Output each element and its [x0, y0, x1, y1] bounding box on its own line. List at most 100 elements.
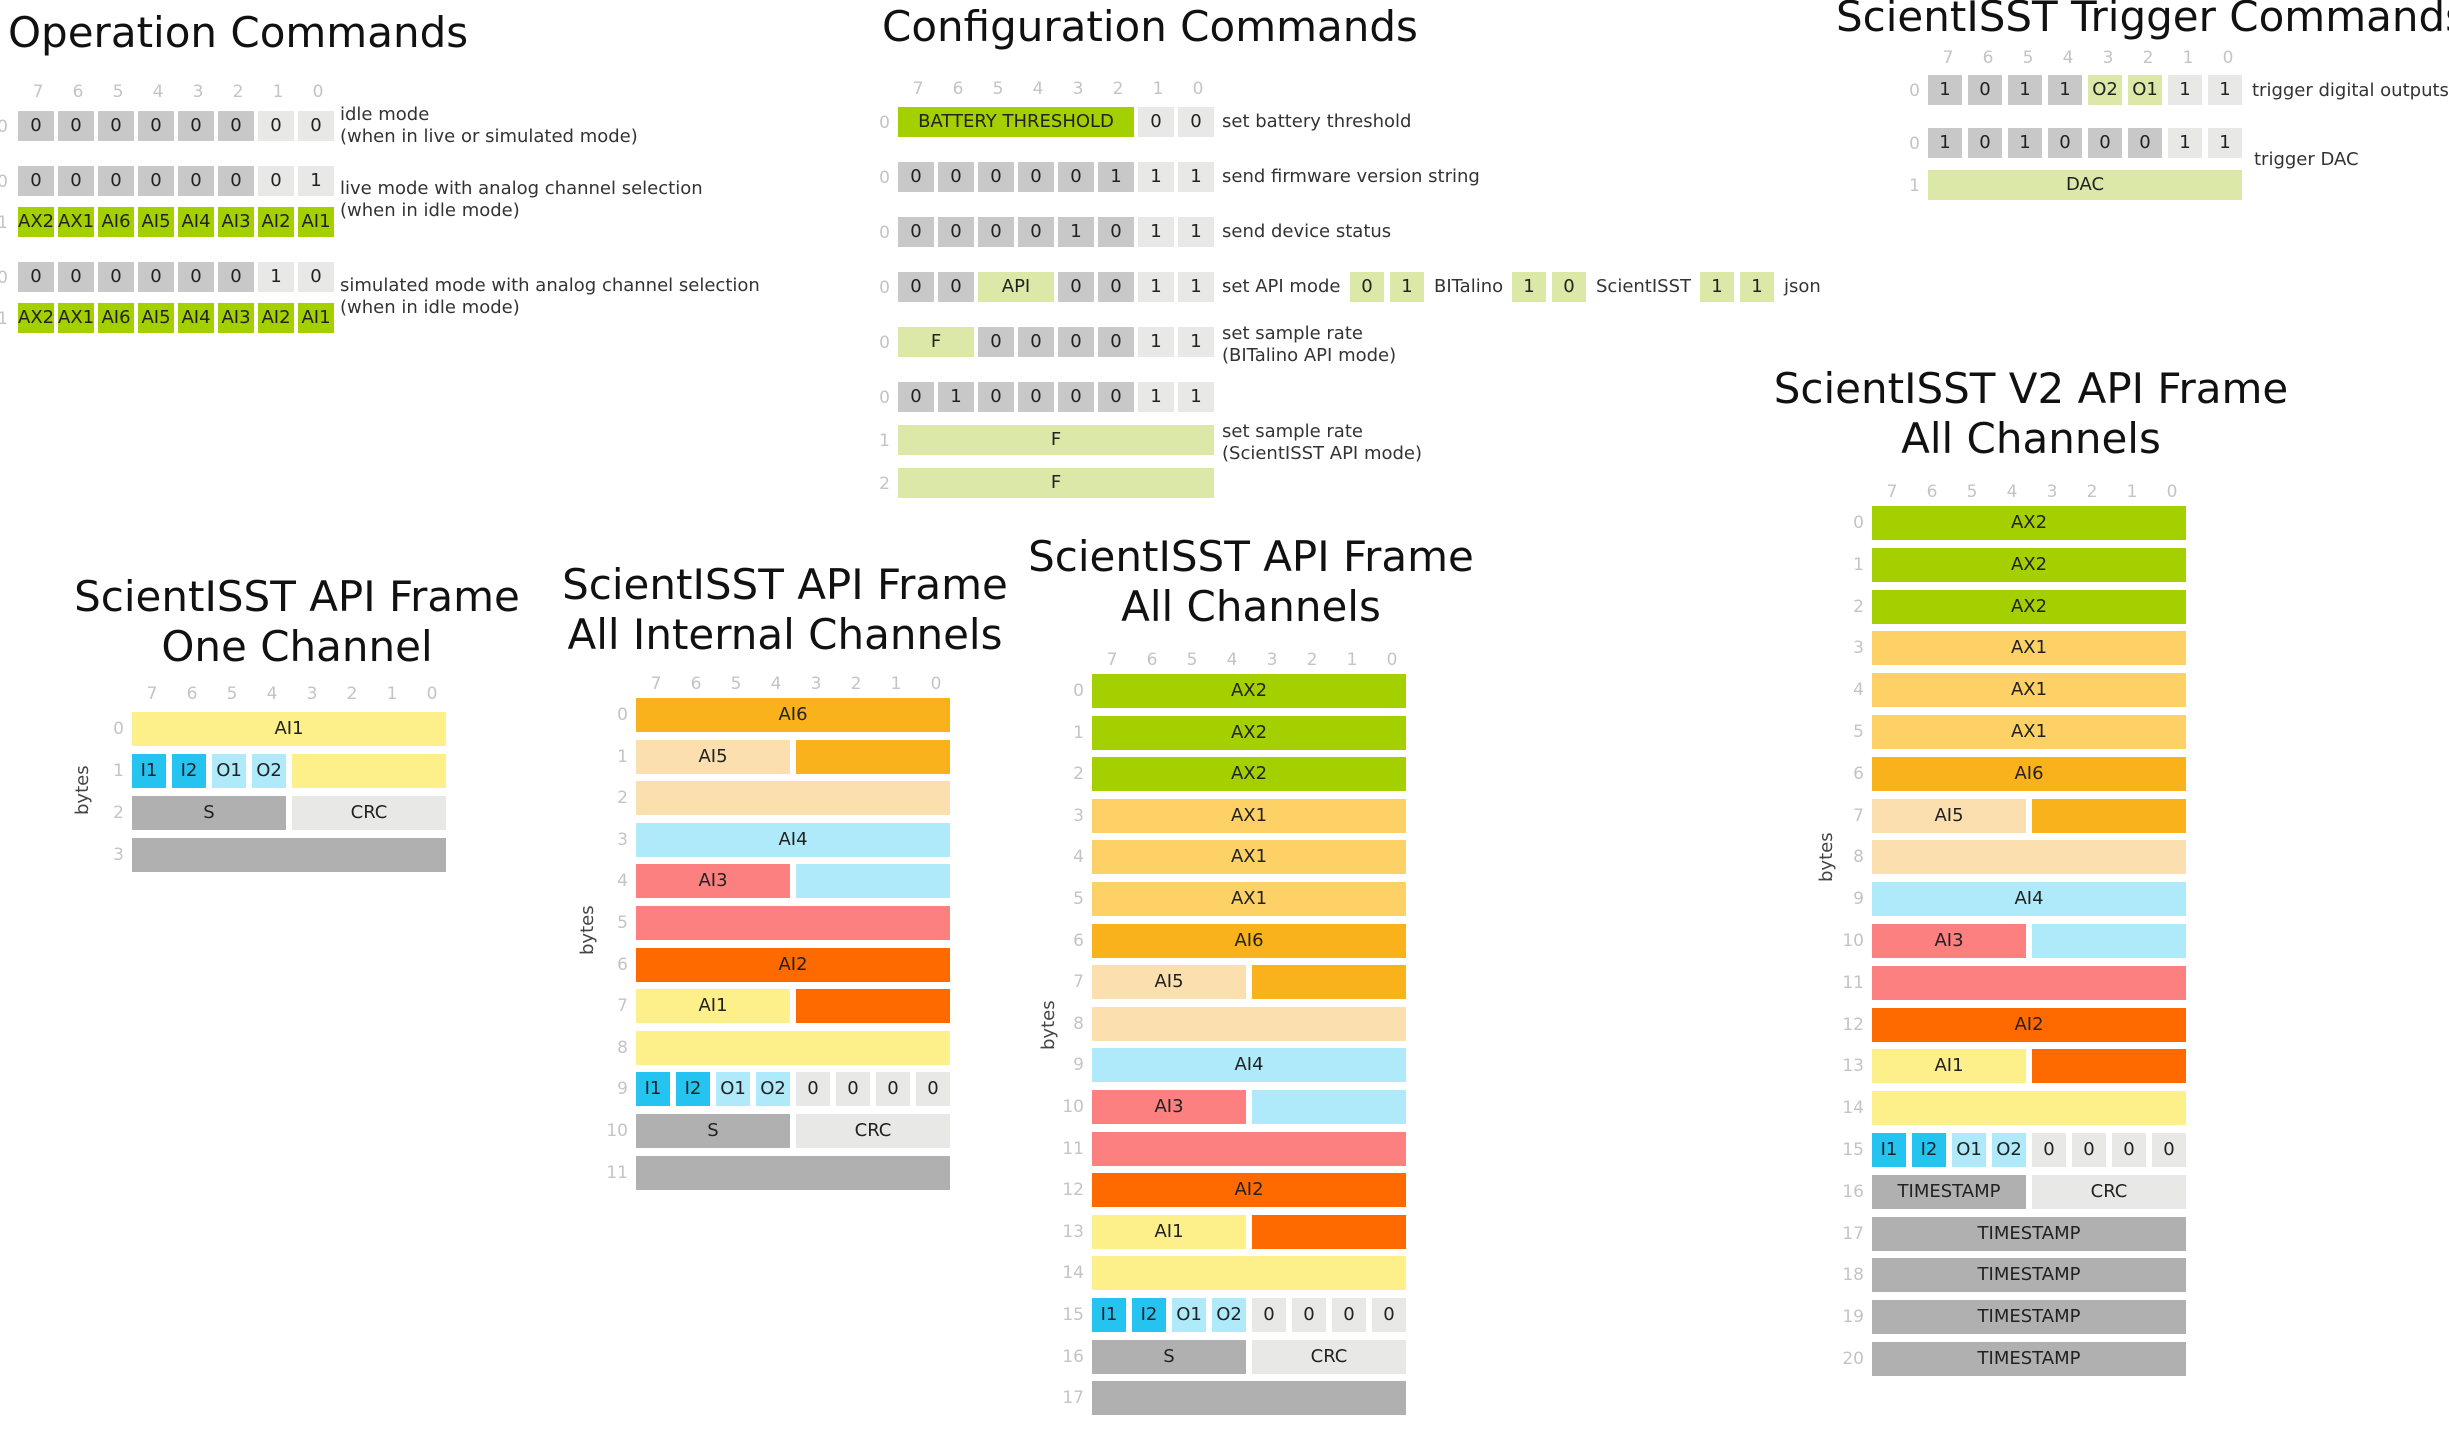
- row-number: 8: [1853, 847, 1864, 867]
- frame-bit-number: 5: [226, 684, 238, 704]
- operation-bit-number: 5: [112, 82, 124, 102]
- byte-cell: 0: [18, 111, 54, 141]
- byte-cell: O2: [252, 754, 286, 788]
- api-mode-bit: 1: [1390, 272, 1424, 302]
- frame-title: ScientISST API Frame All Channels: [1028, 532, 1474, 631]
- byte-cell: AI5: [636, 740, 790, 774]
- config-bit-number: 6: [952, 79, 964, 99]
- byte-cell: I2: [676, 1072, 710, 1106]
- trigger-bit-number: 1: [2182, 48, 2194, 68]
- byte-cell: 1: [2008, 75, 2042, 105]
- byte-cell: 0: [258, 166, 294, 196]
- frame-bit-number: 3: [2046, 482, 2058, 502]
- byte-cell: AI2: [258, 303, 294, 333]
- frame-bit-number: 1: [386, 684, 398, 704]
- byte-cell: 1: [298, 166, 334, 196]
- byte-cell: 1: [2168, 128, 2202, 158]
- byte-cell: AI3: [218, 207, 254, 237]
- byte-cell: AI1: [1872, 1049, 2026, 1083]
- byte-cell: 1: [938, 382, 974, 412]
- trigger-bit-number: 0: [2222, 48, 2234, 68]
- byte-cell: 1: [1138, 217, 1174, 247]
- config-bit-number: 3: [1072, 79, 1084, 99]
- byte-cell: [1092, 1132, 1406, 1166]
- byte-cell: 0: [1058, 272, 1094, 302]
- operation-bit-number: 7: [32, 82, 44, 102]
- operation-title: Operation Commands: [8, 8, 469, 57]
- row-number: 8: [617, 1038, 628, 1058]
- y-axis-label: bytes: [1816, 832, 1837, 882]
- byte-cell: 0: [1968, 128, 2002, 158]
- row-number: 3: [113, 845, 124, 865]
- byte-cell: I2: [1912, 1133, 1946, 1167]
- byte-cell: [1872, 966, 2186, 1000]
- frame-bit-number: 5: [1186, 650, 1198, 670]
- byte-cell: 0: [1968, 75, 2002, 105]
- row-number: 1: [113, 761, 124, 781]
- row-number: 11: [1842, 973, 1864, 993]
- byte-cell: 0: [218, 111, 254, 141]
- byte-cell: 0: [298, 111, 334, 141]
- row-number: 0: [0, 268, 8, 288]
- byte-cell: AI4: [636, 823, 950, 857]
- row-number: 7: [1073, 972, 1084, 992]
- byte-cell: 0: [1138, 107, 1174, 137]
- byte-cell: AX2: [1872, 506, 2186, 540]
- byte-cell: 1: [2048, 75, 2082, 105]
- byte-cell: AI5: [1092, 965, 1246, 999]
- byte-cell: 1: [1928, 75, 1962, 105]
- byte-cell: 1: [258, 262, 294, 292]
- byte-cell: AI5: [138, 207, 174, 237]
- command-description: set battery threshold: [1222, 111, 1412, 132]
- byte-cell: [2032, 799, 2186, 833]
- row-number: 17: [1842, 1224, 1864, 1244]
- frame-bit-number: 2: [1306, 650, 1318, 670]
- byte-cell: 0: [298, 262, 334, 292]
- command-description: trigger DAC: [2254, 149, 2359, 170]
- byte-cell: AI2: [1092, 1173, 1406, 1207]
- byte-cell: 0: [218, 262, 254, 292]
- frame-bit-number: 4: [266, 684, 278, 704]
- frame-bit-number: 2: [346, 684, 358, 704]
- command-description: send device status: [1222, 221, 1392, 242]
- byte-cell: AX1: [1092, 840, 1406, 874]
- byte-cell: AX1: [58, 303, 94, 333]
- row-number: 0: [879, 388, 890, 408]
- byte-cell: 0: [978, 327, 1014, 357]
- api-mode-name: BITalino: [1434, 276, 1504, 297]
- byte-cell: AI3: [1092, 1090, 1246, 1124]
- byte-cell: AI6: [98, 303, 134, 333]
- byte-cell: 0: [916, 1072, 950, 1106]
- byte-cell: CRC: [292, 796, 446, 830]
- byte-cell: 0: [1018, 162, 1054, 192]
- configuration-title: Configuration Commands: [882, 2, 1418, 51]
- byte-cell: AI4: [178, 207, 214, 237]
- byte-cell: 0: [18, 262, 54, 292]
- byte-cell: 0: [978, 217, 1014, 247]
- byte-cell: I2: [1132, 1298, 1166, 1332]
- byte-cell: 0: [2072, 1133, 2106, 1167]
- byte-cell: [1872, 840, 2186, 874]
- byte-cell: I2: [172, 754, 206, 788]
- trigger-bit-number: 4: [2062, 48, 2074, 68]
- byte-cell: O2: [2088, 75, 2122, 105]
- byte-cell: 0: [98, 166, 134, 196]
- byte-cell: AI5: [1872, 799, 2026, 833]
- api-mode-bit: 1: [1700, 272, 1734, 302]
- row-number: 0: [113, 719, 124, 739]
- byte-cell: 0: [178, 166, 214, 196]
- frame-bit-number: 1: [890, 674, 902, 694]
- byte-cell: [1252, 965, 1406, 999]
- trigger-bit-number: 2: [2142, 48, 2154, 68]
- frame-bit-number: 3: [810, 674, 822, 694]
- byte-cell: AI6: [98, 207, 134, 237]
- row-number: 3: [1853, 638, 1864, 658]
- byte-cell: AX2: [1092, 757, 1406, 791]
- row-number: 12: [1062, 1180, 1084, 1200]
- byte-cell: [2032, 1049, 2186, 1083]
- byte-cell: 0: [938, 162, 974, 192]
- byte-cell: 0: [796, 1072, 830, 1106]
- row-number: 5: [1853, 722, 1864, 742]
- byte-cell: 1: [2208, 128, 2242, 158]
- row-number: 2: [1073, 764, 1084, 784]
